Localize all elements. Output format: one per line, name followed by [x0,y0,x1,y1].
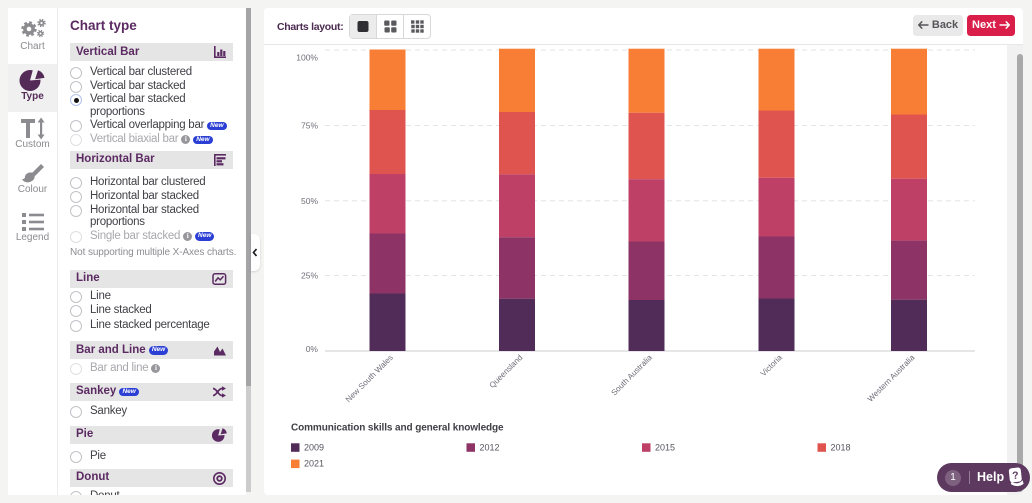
svg-text:2009: 2009 [304,442,324,452]
svg-text:2018: 2018 [831,442,851,452]
svg-text:0%: 0% [306,344,319,354]
svg-text:2021: 2021 [304,459,324,469]
svg-text:75%: 75% [301,121,318,131]
svg-text:South Australia: South Australia [609,353,654,398]
svg-text:Western Australia: Western Australia [866,353,917,404]
svg-text:2012: 2012 [480,442,500,452]
svg-text:100%: 100% [296,53,318,63]
svg-text:New South Wales: New South Wales [344,353,395,404]
svg-text:Queensland: Queensland [488,353,525,390]
svg-text:25%: 25% [301,271,318,281]
svg-text:2015: 2015 [655,442,675,452]
svg-text:Victoria: Victoria [759,353,785,379]
svg-text:Communication skills and gener: Communication skills and general knowled… [291,423,504,434]
svg-text:?: ? [1012,470,1020,483]
svg-text:50%: 50% [301,196,318,206]
